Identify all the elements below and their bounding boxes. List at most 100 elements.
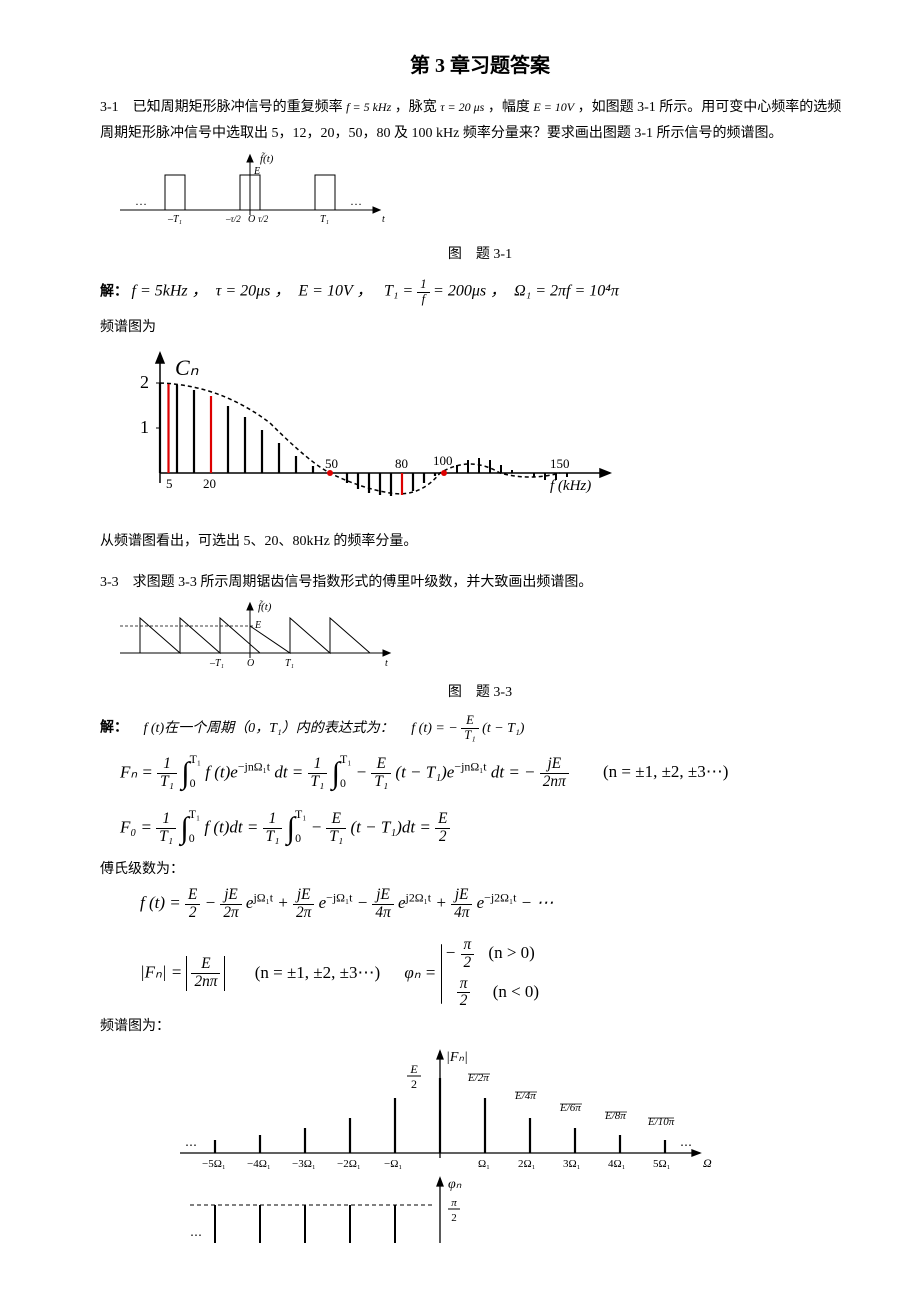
n: jE — [293, 887, 314, 905]
minus: − — [311, 817, 327, 836]
xt: 2Ω₁ — [518, 1158, 536, 1170]
low: 0 — [340, 776, 346, 790]
num: 1 — [157, 756, 177, 774]
num: 1 — [308, 756, 328, 774]
up: T₁ — [189, 807, 200, 821]
text: ，幅度 — [488, 100, 534, 115]
n: E — [409, 1062, 418, 1076]
math: (t − T₁) — [482, 721, 524, 736]
xlabel: Ω — [703, 1156, 712, 1170]
solve-label: 解： — [100, 285, 128, 300]
xt: 5Ω₁ — [653, 1158, 671, 1170]
equation-Fn: Fₙ = 1T₁ ∫0T₁ f (t)e−jnΩ₁t dt = 1T₁ ∫0T₁… — [120, 749, 860, 798]
den: T₁ — [263, 829, 283, 846]
dots: … — [135, 194, 147, 208]
den: T₁ — [461, 729, 478, 743]
num: E — [326, 811, 346, 829]
inline-math: τ = 20 μs — [440, 100, 484, 114]
e: e — [319, 894, 327, 913]
exp: j2Ω₁t — [406, 891, 432, 905]
xtick: –τ/2 — [225, 214, 241, 224]
text: ，如图题 3-1 所示。用可变中心频率的选频 — [578, 100, 842, 115]
xtick: –T₁ — [167, 214, 182, 225]
tt1: (t − T₁)dt = — [351, 817, 436, 836]
label: E — [253, 166, 260, 177]
math: = 200μs ， Ω₁ = 2πf = 10⁴π — [433, 283, 619, 300]
inline-math: E = 10V — [533, 100, 574, 114]
den: T₁ — [371, 774, 391, 791]
problem-3-1-line2: 周期矩形脉冲信号中选取出 5，12，20，50，80 及 100 kHz 频率分… — [100, 123, 860, 145]
xt: −2Ω₁ — [337, 1158, 361, 1170]
num: E — [461, 714, 478, 729]
n: jE — [372, 887, 393, 905]
exp: −j2Ω₁t — [484, 891, 516, 905]
figure-3-1-caption: 图 题 3-1 — [100, 244, 860, 266]
n: π — [451, 1197, 457, 1209]
figure-3-1: f̃(t) E … … –T₁ –τ/2 O τ/2 T₁ t 图 题 3-1 — [100, 150, 860, 266]
ylabel: Cₙ — [175, 355, 199, 380]
num: 1 — [417, 278, 429, 293]
text: 3-1 已知周期矩形脉冲信号的重复频率 — [100, 100, 346, 115]
op: + — [435, 894, 451, 913]
d: 2 — [461, 955, 475, 972]
lhs: Fₙ = — [120, 762, 157, 781]
n: E — [191, 956, 220, 974]
problem-3-1-line1: 3-1 已知周期矩形脉冲信号的重复频率 f = 5 kHz ，脉宽 τ = 20… — [100, 97, 860, 119]
spectrum-label-2: 频谱图为： — [100, 1016, 860, 1038]
up: T₁ — [340, 752, 351, 766]
xt: 3Ω₁ — [563, 1158, 581, 1170]
c: (n > 0) — [488, 943, 534, 962]
solution-3-1: 解： f = 5kHz ， τ = 20μs ， E = 10V ， T₁ = … — [100, 278, 860, 307]
equation-F0: F₀ = 1T₁ ∫0T₁ f (t)dt = 1T₁ ∫0T₁ − ET₁ (… — [120, 804, 860, 853]
low: 0 — [190, 776, 196, 790]
xlabel: t — [382, 214, 385, 225]
num: E — [435, 811, 450, 829]
xtick: O — [247, 658, 254, 669]
xt: −3Ω₁ — [292, 1158, 316, 1170]
figure-3-3-caption: 图 题 3-3 — [100, 682, 860, 704]
xtick: 20 — [203, 476, 216, 491]
d: 2 — [457, 993, 471, 1010]
label: f̃(t) — [260, 151, 274, 164]
solution-3-3-line1: 解： f (t)在一个周期（0，T₁）内的表达式为： f (t) = − ET₁… — [100, 714, 860, 743]
xtick: 50 — [325, 456, 338, 471]
fourier-label: 傅氏级数为： — [100, 859, 860, 881]
int: ∫ — [332, 756, 340, 790]
d: 4π — [451, 905, 472, 922]
xtick: 150 — [550, 456, 570, 471]
xtick: –T₁ — [209, 658, 224, 669]
solve-label: 解： — [100, 721, 128, 736]
exp: −jnΩ₁t — [238, 760, 270, 774]
ylabel: φₙ — [448, 1177, 462, 1192]
n: π — [461, 937, 475, 955]
xtick: τ/2 — [258, 214, 269, 224]
up: T₁ — [190, 752, 201, 766]
int: ∫ — [180, 811, 188, 845]
xtick: T₁ — [285, 658, 294, 669]
ft: f (t)dt = — [204, 817, 262, 836]
equation-absFn-phi: |Fₙ| = E2nπ (n = ±1, ±2, ±3⋯) φₙ = − π2 … — [140, 937, 860, 1010]
text: ，脉宽 — [395, 100, 441, 115]
int: ∫ — [287, 811, 295, 845]
d: 2π — [220, 905, 241, 922]
xt: −5Ω₁ — [202, 1158, 226, 1170]
xtick: 80 — [395, 456, 408, 471]
n: jE — [451, 887, 472, 905]
integrand: f (t)e — [205, 762, 238, 781]
dots: … — [350, 194, 362, 208]
d: 2 — [185, 905, 200, 922]
d: 2nπ — [191, 974, 220, 991]
dots: − ⋯ — [521, 894, 554, 913]
xt: −4Ω₁ — [247, 1158, 271, 1170]
phi: φₙ = — [404, 963, 440, 982]
den: T₁ — [157, 774, 177, 791]
den: T₁ — [308, 774, 328, 791]
d: 2π — [293, 905, 314, 922]
den: 2nπ — [540, 774, 569, 791]
op: + — [277, 894, 293, 913]
label: f̃(t) — [258, 600, 272, 613]
xtick: 5 — [166, 476, 173, 491]
dots: ⋯ — [680, 1138, 692, 1152]
d: 4π — [372, 905, 393, 922]
n: jE — [220, 887, 241, 905]
